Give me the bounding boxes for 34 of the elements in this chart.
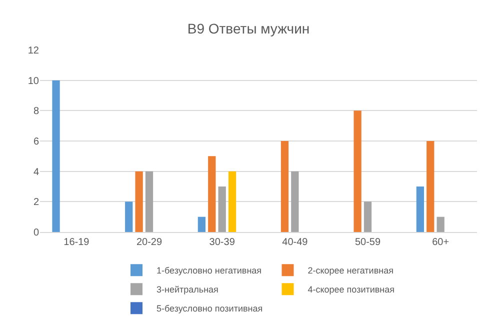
bar	[426, 141, 434, 232]
legend-label: 5-безусловно позитивная	[156, 304, 263, 314]
bar	[291, 171, 299, 232]
bar	[208, 156, 216, 232]
legend-label: 4-скорее позитивная	[308, 284, 395, 295]
y-tick-label: 0	[33, 228, 40, 238]
bar	[436, 216, 444, 232]
x-tick-label: 16-19	[64, 237, 90, 248]
x-tick-label: 50-59	[354, 237, 381, 248]
legend-label: 3-нейтральная	[156, 284, 219, 295]
x-tick-label: 30-39	[209, 237, 236, 248]
y-tick-label: 10	[28, 76, 40, 87]
bar	[218, 186, 226, 232]
bar	[280, 141, 289, 232]
bar	[135, 171, 143, 232]
bar	[52, 80, 60, 232]
legend-label: 2-скорее негативная	[308, 266, 394, 276]
legend-label: 1-безусловно негативная	[156, 266, 262, 276]
chart-title: В9 Ответы мужчин	[187, 20, 310, 36]
bar	[125, 202, 133, 232]
bar	[416, 186, 424, 232]
y-tick-label: 6	[33, 136, 40, 148]
x-tick-label: 60+	[432, 237, 450, 248]
x-tick-label: 20-29	[136, 237, 162, 248]
bar	[198, 216, 206, 232]
y-tick-label: 4	[33, 166, 40, 178]
bar	[364, 202, 372, 232]
bar	[354, 110, 362, 232]
y-tick-label: 8	[33, 106, 40, 118]
y-tick-label: 2	[33, 197, 40, 208]
y-tick-label: 12	[28, 46, 40, 56]
x-tick-label: 40-49	[282, 237, 308, 248]
bar	[145, 171, 154, 232]
bar	[228, 171, 236, 232]
